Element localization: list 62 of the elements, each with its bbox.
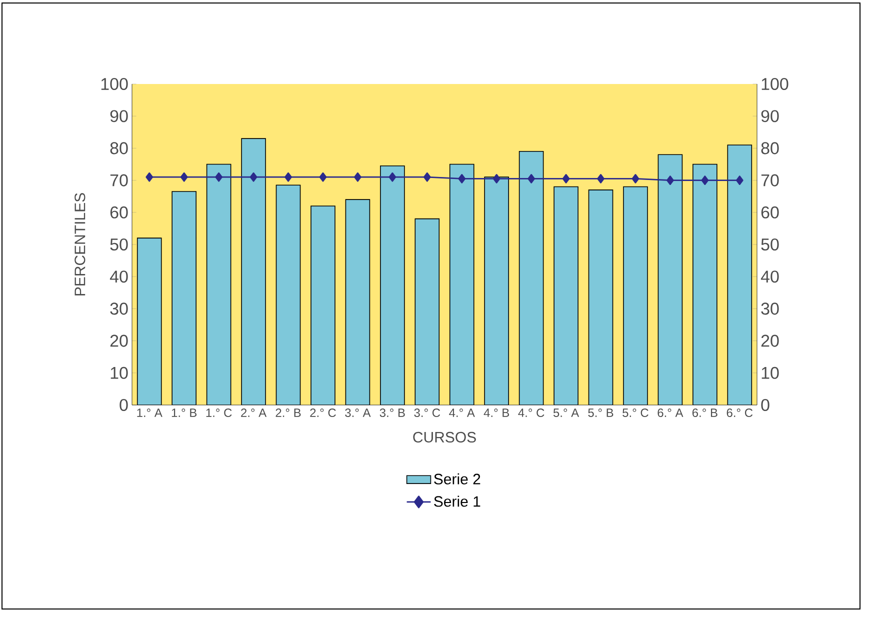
x-tick-label: 3.° B bbox=[380, 408, 405, 418]
y-axis-title: PERCENTILES bbox=[74, 193, 86, 296]
x-tick-label: 5.° B bbox=[588, 408, 614, 418]
x-tick-label: 1.° C bbox=[206, 408, 232, 418]
y-tick-label: 0 bbox=[120, 398, 128, 412]
x-tick-label: 2.° C bbox=[310, 408, 336, 418]
bar bbox=[449, 164, 474, 405]
bar bbox=[623, 186, 648, 405]
bar bbox=[136, 238, 162, 405]
y2-tick-label: 100 bbox=[762, 78, 788, 90]
y-tick-label: 70 bbox=[110, 174, 128, 186]
y2-tick-label: 50 bbox=[761, 238, 779, 251]
y2-tick-label: 30 bbox=[761, 302, 779, 315]
bar bbox=[588, 190, 614, 405]
x-tick-label: 6.° B bbox=[692, 408, 718, 418]
y2-tick-label: 70 bbox=[761, 174, 779, 186]
bar bbox=[172, 191, 196, 405]
x-tick-label: 3.° A bbox=[345, 408, 371, 418]
y2-tick-label: 0 bbox=[761, 398, 770, 412]
x-tick-label: 2.° B bbox=[276, 408, 301, 417]
x-tick-label: 4.° C bbox=[518, 408, 544, 418]
x-tick-label: 4.° A bbox=[449, 408, 475, 417]
x-tick-label: 4.° B bbox=[484, 408, 510, 417]
bar bbox=[241, 138, 266, 405]
x-tick-label: 5.° C bbox=[622, 408, 648, 418]
x-tick-label: 5.° A bbox=[553, 408, 580, 418]
x-tick-label: 3.° C bbox=[414, 408, 440, 418]
bar bbox=[518, 151, 544, 405]
x-tick-label: 6.° C bbox=[726, 408, 753, 418]
y-tick-label: 100 bbox=[101, 78, 128, 90]
y2-tick-label: 40 bbox=[760, 270, 779, 283]
bar bbox=[206, 164, 232, 405]
bar bbox=[276, 184, 301, 405]
y2-tick-label: 80 bbox=[761, 142, 779, 154]
bar bbox=[380, 165, 405, 405]
x-tick-label: 6.° A bbox=[658, 408, 684, 418]
legend-label: Serie 1 bbox=[434, 496, 480, 507]
bar bbox=[484, 176, 509, 405]
y-tick-label: 60 bbox=[110, 206, 128, 218]
y-tick-label: 30 bbox=[110, 302, 128, 315]
x-tick-label: 1.° A bbox=[137, 408, 162, 417]
bar bbox=[692, 164, 718, 405]
y-tick-label: 90 bbox=[110, 110, 128, 122]
y-tick-label: 50 bbox=[110, 238, 128, 251]
y2-tick-label: 20 bbox=[761, 334, 779, 347]
bar bbox=[310, 206, 336, 405]
x-axis-title: CURSOS bbox=[413, 432, 476, 443]
y-tick-label: 20 bbox=[110, 334, 128, 347]
y-tick-label: 80 bbox=[110, 142, 128, 154]
bar bbox=[414, 218, 440, 405]
bar bbox=[658, 154, 683, 405]
x-tick-label: 2.° A bbox=[241, 408, 267, 417]
y-tick-label: 40 bbox=[110, 270, 128, 283]
x-tick-label: 1.° B bbox=[172, 408, 197, 417]
bar bbox=[345, 199, 370, 405]
y-tick-label: 10 bbox=[110, 366, 128, 379]
y2-tick-label: 90 bbox=[761, 110, 779, 122]
bar bbox=[554, 186, 578, 405]
legend-label: Serie 2 bbox=[434, 473, 480, 484]
bar bbox=[727, 144, 752, 405]
y2-tick-label: 60 bbox=[761, 206, 779, 218]
y2-tick-label: 10 bbox=[762, 366, 779, 379]
